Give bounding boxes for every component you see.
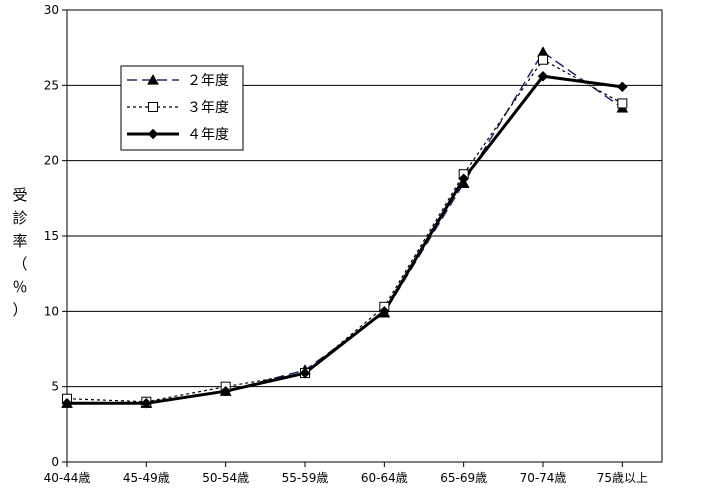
legend-label-3: ４年度 [187, 127, 229, 143]
x-tick-label: 65-69歳 [440, 471, 487, 485]
series-3-point [299, 367, 311, 379]
series-3-point [61, 397, 73, 409]
series-2-point [617, 98, 628, 109]
y-tick-label: 25 [44, 78, 59, 92]
series-3-point [537, 70, 549, 82]
x-tick-label: 55-59歳 [282, 471, 329, 485]
y-axis-label: 受診率（％） [12, 186, 27, 319]
legend-label-2: ３年度 [187, 100, 229, 116]
legend-box [120, 65, 244, 151]
legend-marker-2 [148, 102, 158, 112]
y-tick-label: 5 [51, 380, 59, 394]
x-tick-label: 40-44歳 [44, 471, 91, 485]
legend-marker-1 [147, 73, 159, 85]
series-3-point [616, 81, 628, 93]
x-tick-label: 45-49歳 [123, 471, 170, 485]
legend-marker-3 [147, 128, 159, 140]
legend-label-1: ２年度 [187, 73, 229, 89]
series-2-point [538, 54, 548, 65]
series-3-point [458, 173, 470, 185]
x-tick-label: 70-74歳 [520, 471, 567, 485]
series-3-point [140, 397, 152, 409]
x-tick-label: 60-64歳 [361, 471, 408, 485]
y-tick-label: 20 [44, 154, 59, 168]
y-tick-label: 15 [44, 229, 59, 243]
y-tick-label: 30 [44, 3, 59, 17]
series-3-point [378, 305, 390, 317]
y-tick-label: 10 [44, 304, 59, 318]
series-line-2 [66, 59, 623, 403]
x-tick-label: 50-54歳 [202, 471, 249, 485]
series-3-point [220, 385, 232, 397]
x-tick-label: 75歳以上 [597, 471, 648, 485]
series-line-3 [67, 74, 623, 405]
y-tick-label: 0 [51, 455, 59, 469]
